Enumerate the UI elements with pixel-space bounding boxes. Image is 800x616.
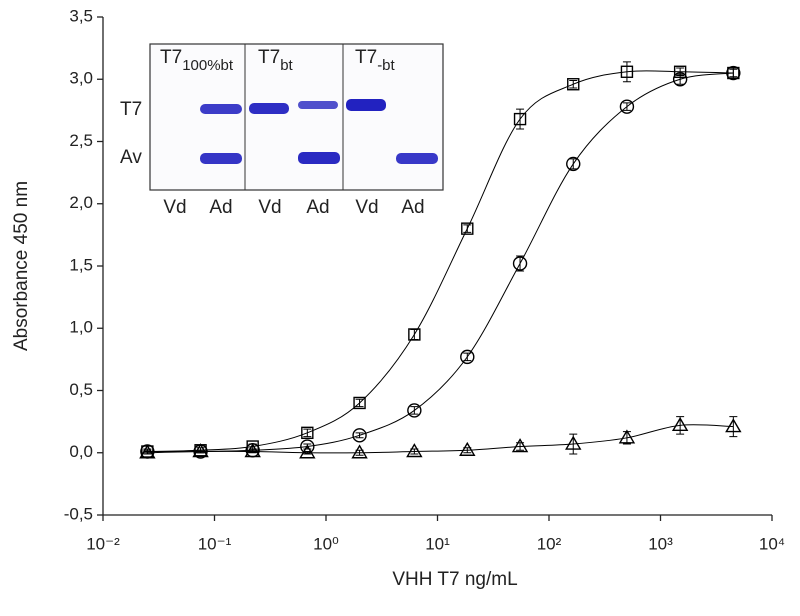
marker-circle: [352, 428, 367, 443]
marker-triangle: [351, 444, 368, 459]
y-tick-label: 3,0: [69, 69, 93, 88]
error-bar: [463, 352, 472, 362]
error-bar: [355, 398, 364, 408]
error-bar: [463, 224, 472, 233]
gel-band: [200, 104, 242, 114]
x-tick-label: 10⁴: [759, 534, 785, 553]
gel-band: [249, 103, 289, 114]
gel-band: [396, 153, 438, 164]
marker-triangle: [192, 443, 209, 458]
gel-lane-label: Vd: [163, 197, 186, 218]
error-bar: [516, 108, 525, 130]
y-axis-label: Absorbance 450 nm: [11, 181, 32, 351]
marker-triangle: [459, 441, 476, 456]
gel-row-label: Av: [120, 147, 142, 168]
marker-triangle: [725, 418, 742, 433]
gel-lane-title: T7bt: [258, 47, 294, 74]
y-tick-label: 0,0: [69, 442, 93, 461]
gel-row-label: T7: [120, 99, 142, 120]
marker-triangle: [511, 438, 529, 453]
marker-circle: [726, 65, 741, 81]
gel-lane-label: Ad: [306, 197, 329, 218]
marker-circle: [460, 349, 475, 365]
error-bar: [303, 428, 312, 438]
error-bar: [622, 61, 631, 83]
marker-square: [567, 78, 580, 91]
error-bar: [622, 102, 631, 111]
y-tick-label: 2,0: [69, 193, 93, 212]
x-tick-label: 10⁰: [313, 534, 339, 553]
lane-title: T7: [160, 47, 182, 68]
marker-square: [408, 328, 421, 341]
x-tick-label: 10⁻¹: [198, 534, 232, 553]
error-bar: [569, 158, 578, 170]
lane-subscript: 100%bt: [182, 57, 234, 74]
marker-triangle: [139, 444, 156, 459]
error-bar: [569, 79, 578, 89]
gel-band: [298, 101, 338, 109]
marker-triangle: [565, 435, 582, 450]
x-tick-label: 10²: [537, 534, 562, 553]
x-tick-label: 10³: [648, 534, 673, 553]
marker-square: [301, 426, 314, 440]
gel-lane-label: Vd: [355, 197, 378, 218]
error-bar: [516, 255, 525, 272]
marker-circle: [512, 256, 528, 271]
y-tick-label: 3,5: [69, 6, 93, 25]
lane-subscript: bt: [280, 57, 293, 74]
marker-square: [620, 65, 634, 78]
x-axis-label: VHH T7 ng/mL: [392, 569, 517, 590]
error-bar: [729, 67, 738, 79]
gel-band: [346, 99, 386, 111]
marker-square: [513, 112, 527, 126]
lane-title: T7: [258, 47, 280, 68]
marker-circle: [566, 156, 581, 172]
marker-triangle: [671, 416, 689, 432]
error-bar: [410, 328, 419, 340]
y-tick-label: 1,5: [69, 255, 93, 274]
lane-title: T7: [355, 47, 377, 68]
gel-frame: [149, 43, 444, 191]
y-tick-label: -0,5: [64, 504, 93, 523]
marker-circle: [407, 403, 422, 418]
marker-circle: [619, 99, 635, 114]
marker-triangle: [299, 444, 316, 459]
gel-lane-title: T7-bt: [355, 47, 396, 74]
lane-subscript: -bt: [377, 57, 395, 74]
y-tick-label: 0,5: [69, 380, 93, 399]
gel-lane-label: Ad: [401, 197, 424, 218]
x-tick-label: 10⁻²: [86, 534, 120, 553]
y-tick-label: 2,5: [69, 131, 93, 150]
marker-circle: [672, 72, 688, 87]
gel-lane-title: T7100%bt: [160, 47, 234, 74]
marker-square: [353, 396, 366, 410]
gel-lane-label: Ad: [209, 197, 232, 218]
error-bar: [355, 432, 364, 439]
marker-triangle: [618, 429, 636, 444]
gel-lane-label: Vd: [258, 197, 281, 218]
error-bar: [676, 73, 685, 85]
error-bar: [410, 406, 419, 415]
marker-triangle: [406, 443, 423, 458]
y-tick-label: 1,0: [69, 318, 93, 337]
gel-band: [298, 152, 340, 164]
x-tick-label: 10¹: [425, 534, 450, 553]
gel-band: [200, 153, 242, 164]
marker-triangle: [244, 443, 261, 458]
marker-square: [461, 222, 474, 235]
